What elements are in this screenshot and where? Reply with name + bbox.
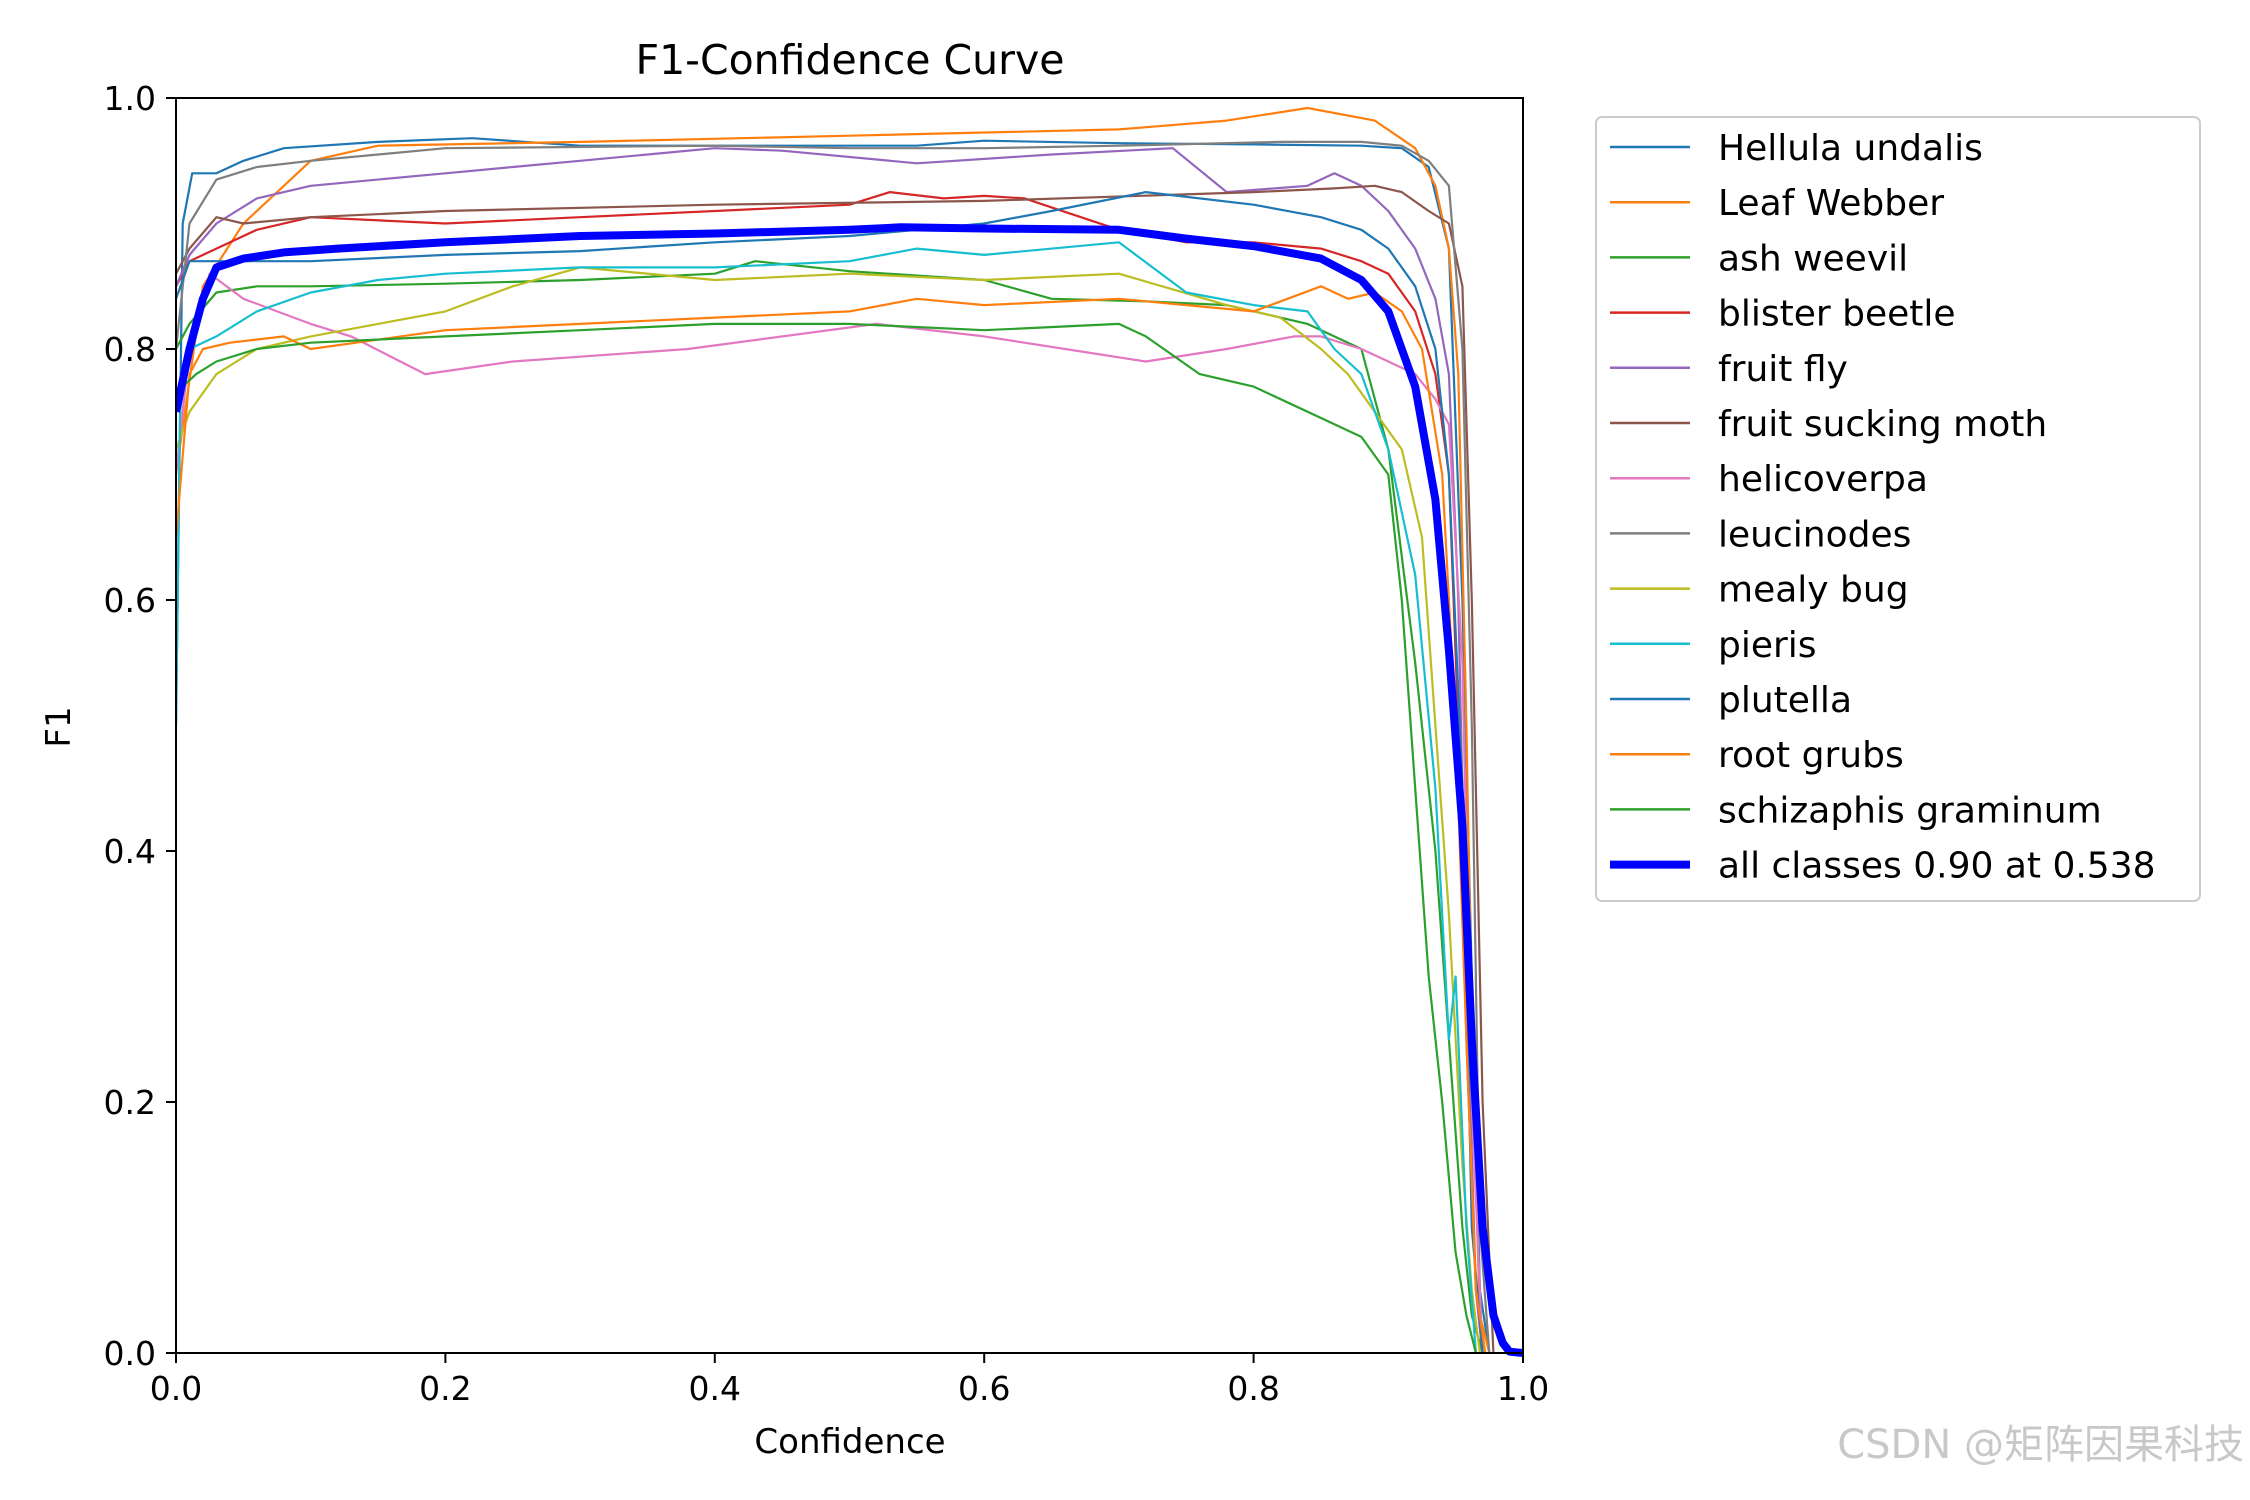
chart-title: F1-Confidence Curve — [636, 36, 1065, 84]
y-axis: 0.0 0.2 0.4 0.6 0.8 1.0 — [104, 79, 176, 1373]
series-line-4 — [176, 147, 1484, 1354]
y-tick-label: 0.0 — [104, 1334, 156, 1373]
x-tick-label: 1.0 — [1497, 1369, 1549, 1408]
x-tick-label: 0.4 — [689, 1369, 741, 1408]
series-line-13 — [176, 223, 1523, 1357]
x-tick-label: 0.6 — [958, 1369, 1010, 1408]
legend-label-0: Hellula undalis — [1718, 128, 1983, 169]
series-line-2 — [176, 260, 1484, 1354]
plot-frame — [175, 97, 1524, 1354]
y-tick-label: 1.0 — [104, 79, 156, 118]
legend-label-5: fruit sucking moth — [1718, 404, 2047, 445]
legend-label-3: blister beetle — [1718, 294, 1956, 335]
x-axis-label: Confidence — [754, 1422, 945, 1462]
legend: Hellula undalis Leaf Webber ash weevil blis… — [1595, 116, 2201, 902]
series-line-8 — [176, 266, 1481, 1354]
legend-label-2: ash weevil — [1718, 238, 1908, 279]
y-tick-label: 0.6 — [104, 581, 156, 620]
legend-label-1: Leaf Webber — [1718, 183, 1944, 224]
legend-label-12: schizaphis graminum — [1718, 790, 2102, 831]
series-line-1 — [176, 106, 1491, 1354]
series-line-12 — [176, 322, 1477, 1354]
x-axis: 0.0 0.2 0.4 0.6 0.8 1.0 — [150, 1353, 1549, 1408]
series-line-11 — [176, 285, 1487, 1354]
series-line-5 — [176, 184, 1495, 1354]
legend-label-13: all classes 0.90 at 0.538 — [1718, 846, 2156, 887]
legend-label-8: mealy bug — [1718, 570, 1909, 611]
legend-label-9: pieris — [1718, 625, 1817, 666]
legend-box — [1595, 116, 2201, 902]
y-tick-label: 0.8 — [104, 330, 156, 369]
x-tick-label: 0.8 — [1227, 1369, 1279, 1408]
series-line-0 — [176, 137, 1491, 1354]
legend-label-10: plutella — [1718, 680, 1852, 721]
series-line-9 — [176, 241, 1477, 1354]
watermark: CSDN @矩阵因果科技 — [1837, 1422, 2244, 1468]
plot-area — [176, 106, 1523, 1357]
legend-label-7: leucinodes — [1718, 514, 1911, 555]
legend-label-6: helicoverpa — [1718, 459, 1928, 500]
x-tick-label: 0.0 — [150, 1369, 202, 1408]
y-tick-label: 0.4 — [104, 832, 156, 871]
series-line-3 — [176, 191, 1484, 1354]
y-axis-label: F1 — [39, 706, 79, 747]
series-line-7 — [176, 140, 1491, 1354]
legend-label-4: fruit fly — [1718, 349, 1848, 390]
y-tick-label: 0.2 — [104, 1083, 156, 1122]
legend-label-11: root grubs — [1718, 735, 1904, 776]
x-tick-label: 0.2 — [419, 1369, 471, 1408]
series-line-10 — [176, 191, 1484, 1354]
series-line-6 — [176, 272, 1484, 1354]
